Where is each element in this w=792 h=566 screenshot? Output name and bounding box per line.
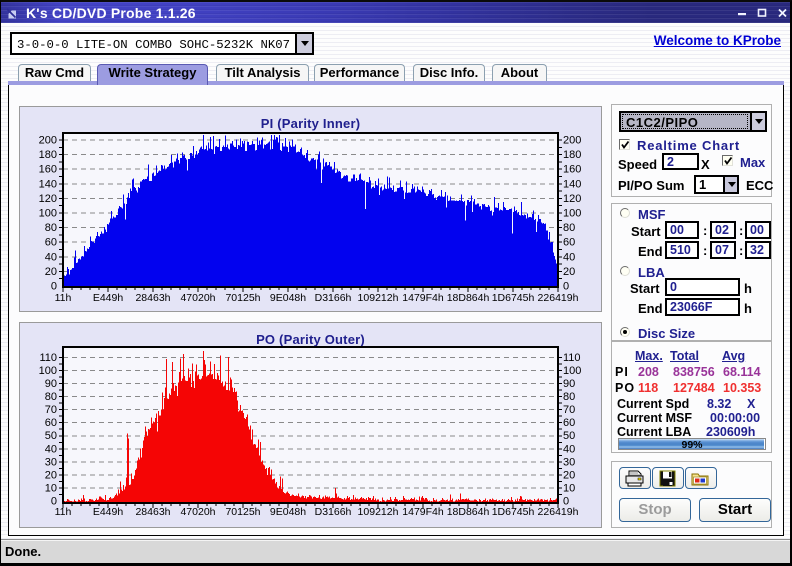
svg-text:20: 20 <box>563 266 575 278</box>
svg-text:60: 60 <box>563 417 575 429</box>
svg-text:109212h: 109212h <box>358 292 399 304</box>
svg-text:60: 60 <box>563 237 575 249</box>
svg-text:0: 0 <box>51 281 57 293</box>
svg-text:180: 180 <box>39 149 57 161</box>
svg-text:10: 10 <box>563 482 575 494</box>
svg-text:60: 60 <box>45 417 57 429</box>
svg-text:90: 90 <box>45 378 57 390</box>
svg-text:120: 120 <box>39 193 57 205</box>
svg-text:20: 20 <box>563 469 575 481</box>
svg-text:D3166h: D3166h <box>315 292 352 304</box>
svg-text:100: 100 <box>563 208 581 220</box>
svg-text:80: 80 <box>45 391 57 403</box>
svg-text:200: 200 <box>39 135 57 147</box>
svg-text:60: 60 <box>45 237 57 249</box>
svg-text:18D864h: 18D864h <box>447 506 490 518</box>
svg-text:20: 20 <box>45 469 57 481</box>
svg-text:140: 140 <box>39 178 57 190</box>
svg-text:9E048h: 9E048h <box>270 292 306 304</box>
svg-text:47020h: 47020h <box>180 292 215 304</box>
svg-text:140: 140 <box>563 178 581 190</box>
svg-text:28463h: 28463h <box>135 292 170 304</box>
svg-text:28463h: 28463h <box>135 506 170 518</box>
svg-text:120: 120 <box>563 193 581 205</box>
svg-text:D3166h: D3166h <box>315 506 352 518</box>
svg-text:180: 180 <box>563 149 581 161</box>
svg-text:50: 50 <box>45 430 57 442</box>
svg-text:E449h: E449h <box>93 292 124 304</box>
svg-text:18D864h: 18D864h <box>447 292 490 304</box>
svg-text:100: 100 <box>563 365 581 377</box>
svg-text:80: 80 <box>45 222 57 234</box>
svg-text:160: 160 <box>39 164 57 176</box>
svg-text:0: 0 <box>51 496 57 508</box>
svg-text:40: 40 <box>45 251 57 263</box>
svg-text:226419h: 226419h <box>538 292 579 304</box>
svg-text:100: 100 <box>39 365 57 377</box>
svg-text:30: 30 <box>45 456 57 468</box>
svg-text:80: 80 <box>563 391 575 403</box>
svg-text:0: 0 <box>563 496 569 508</box>
svg-text:160: 160 <box>563 164 581 176</box>
svg-text:11h: 11h <box>55 292 72 304</box>
svg-text:9E048h: 9E048h <box>270 506 306 518</box>
svg-text:80: 80 <box>563 222 575 234</box>
svg-text:200: 200 <box>563 135 581 147</box>
svg-text:1479F4h: 1479F4h <box>402 292 444 304</box>
svg-text:40: 40 <box>563 251 575 263</box>
svg-text:226419h: 226419h <box>538 506 579 518</box>
svg-text:100: 100 <box>39 208 57 220</box>
svg-text:E449h: E449h <box>93 506 124 518</box>
svg-text:20: 20 <box>45 266 57 278</box>
svg-text:70: 70 <box>45 404 57 416</box>
svg-text:110: 110 <box>39 352 57 364</box>
svg-text:90: 90 <box>563 378 575 390</box>
svg-text:11h: 11h <box>55 506 72 518</box>
svg-text:70125h: 70125h <box>225 292 260 304</box>
svg-text:1479F4h: 1479F4h <box>402 506 444 518</box>
svg-text:10: 10 <box>45 482 57 494</box>
svg-text:109212h: 109212h <box>358 506 399 518</box>
svg-text:70: 70 <box>563 404 575 416</box>
svg-text:40: 40 <box>563 443 575 455</box>
svg-text:1D6745h: 1D6745h <box>492 292 535 304</box>
svg-text:30: 30 <box>563 456 575 468</box>
svg-text:40: 40 <box>45 443 57 455</box>
svg-text:1D6745h: 1D6745h <box>492 506 535 518</box>
svg-text:70125h: 70125h <box>225 506 260 518</box>
svg-text:0: 0 <box>563 281 569 293</box>
svg-text:110: 110 <box>563 352 581 364</box>
svg-text:50: 50 <box>563 430 575 442</box>
svg-text:47020h: 47020h <box>180 506 215 518</box>
